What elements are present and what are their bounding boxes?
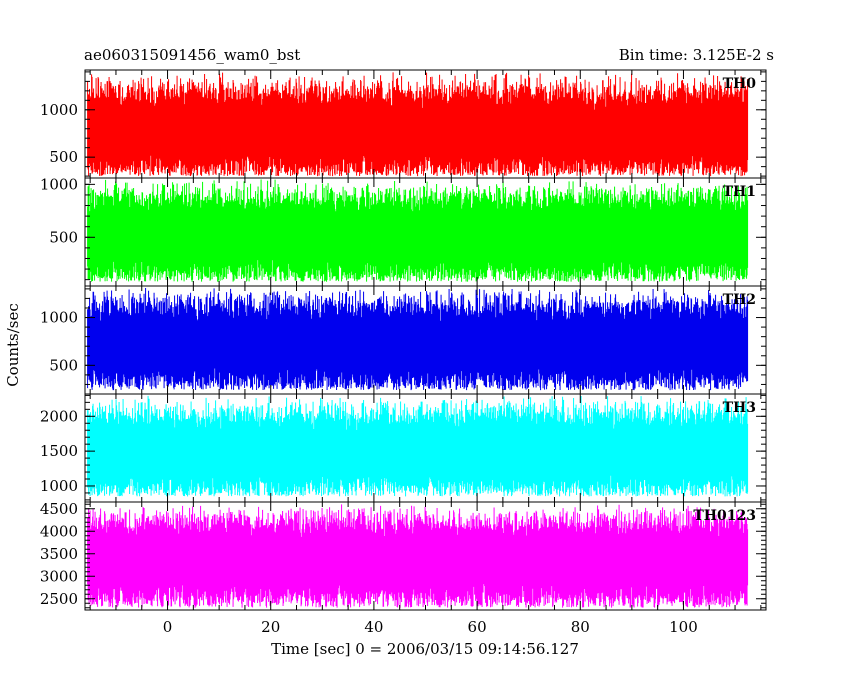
y-tick-label: 500 [49, 228, 78, 246]
chart-title: ae060315091456_wam0_bst [84, 46, 300, 64]
panel-th2: 500 1000 TH2 [40, 285, 767, 395]
y-tick-label: 1500 [40, 442, 78, 460]
y-tick-label: 2000 [40, 407, 78, 425]
x-axis: 0 20 40 60 80 100 [163, 618, 698, 636]
light-curve-th3 [87, 395, 749, 497]
x-tick-label: 60 [468, 618, 487, 636]
panel-label-th2: TH2 [723, 292, 756, 308]
light-curve-th0123 [87, 504, 749, 608]
panel-label-th0123: TH0123 [693, 508, 756, 524]
x-tick-label: 40 [364, 618, 383, 636]
x-axis-label: Time [sec] 0 = 2006/03/15 09:14:56.127 [271, 640, 579, 658]
y-tick-label: 2500 [40, 590, 78, 608]
x-tick-label: 80 [571, 618, 590, 636]
light-curve-th1 [87, 179, 749, 282]
y-tick-label: 1000 [40, 175, 78, 193]
y-tick-label: 500 [49, 148, 78, 166]
bin-time-label: Bin time: 3.125E-2 s [619, 46, 774, 64]
panel-th0: 500 1000 TH0 [40, 69, 767, 179]
x-tick-label: 100 [669, 618, 698, 636]
panel-th3: 1000 1500 2000 TH3 [40, 393, 767, 503]
y-tick-label: 1000 [40, 309, 78, 327]
panel-label-th1: TH1 [723, 184, 756, 200]
panel-label-th0: TH0 [723, 76, 757, 92]
y-axis-label: Counts/sec [4, 303, 22, 387]
y-tick-label: 1000 [40, 101, 78, 119]
y-tick-label: 3000 [40, 567, 78, 585]
y-tick-label: 500 [49, 356, 78, 374]
x-tick-label: 0 [163, 618, 173, 636]
y-tick-label: 3500 [40, 545, 78, 563]
panel-th0123: 2500 3000 3500 4000 4500 TH0123 [40, 500, 767, 611]
panel-label-th3: TH3 [723, 400, 756, 416]
y-tick-label: 4000 [40, 522, 78, 540]
panels-group: 500 1000 TH0 500 1000 TH1 500 1000 TH2 1000 1500 20… [40, 69, 767, 611]
y-tick-label: 4500 [40, 500, 78, 518]
light-curve-th0 [87, 72, 749, 177]
light-curve-th2 [87, 288, 749, 391]
y-tick-label: 1000 [40, 477, 78, 495]
x-tick-label: 20 [261, 618, 280, 636]
panel-th1: 500 1000 TH1 [40, 175, 767, 287]
